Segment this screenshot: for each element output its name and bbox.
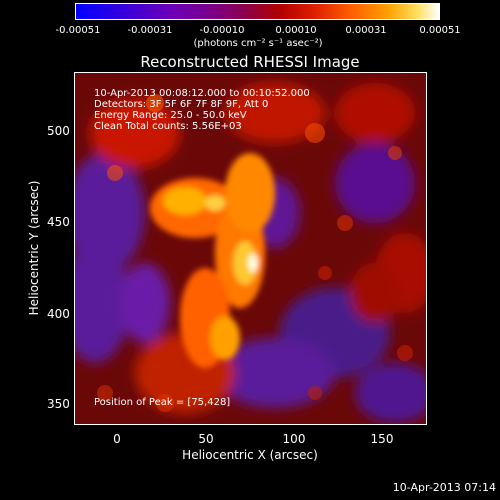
- annotation-energy: Energy Range: 25.0 - 50.0 keV: [94, 110, 247, 121]
- colorbar-tick: 0.00031: [345, 25, 387, 36]
- y-tick-label: 350: [47, 397, 70, 411]
- heatmap-image: [75, 73, 426, 424]
- y-tick-label: 400: [47, 307, 70, 321]
- y-tick-label: 450: [47, 215, 70, 229]
- annotation-time-range: 10-Apr-2013 00:08:12.000 to 00:10:52.000: [94, 88, 310, 99]
- y-tick-label: 500: [47, 124, 70, 138]
- colorbar-tick: -0.00010: [199, 25, 245, 36]
- x-axis-label: Heliocentric X (arcsec): [182, 448, 318, 462]
- x-tick-label: 50: [198, 432, 214, 446]
- chart-title: Reconstructed RHESSI Image: [140, 53, 360, 71]
- annotation-clean: Clean Total counts: 5.56E+03: [94, 121, 242, 132]
- colorbar: [75, 3, 440, 20]
- colorbar-tick: 0.00051: [419, 25, 461, 36]
- annotation-peak: Position of Peak = [75,428]: [94, 397, 231, 408]
- x-tick-label: 150: [370, 432, 394, 446]
- x-tick-label: 0: [113, 432, 121, 446]
- annotation-detectors: Detectors: 3F 5F 6F 7F 8F 9F, Att 0: [94, 99, 269, 110]
- colorbar-unit: (photons cm⁻² s⁻¹ asec⁻²): [193, 38, 323, 49]
- x-tick-label: 100: [282, 432, 306, 446]
- footer-date: 10-Apr-2013 07:14: [392, 481, 496, 494]
- plot-area: [74, 72, 427, 425]
- colorbar-tick: 0.00010: [275, 25, 317, 36]
- colorbar-tick: -0.00051: [55, 25, 101, 36]
- y-axis-label: Heliocentric Y (arcsec): [27, 180, 41, 316]
- colorbar-tick: -0.00031: [127, 25, 173, 36]
